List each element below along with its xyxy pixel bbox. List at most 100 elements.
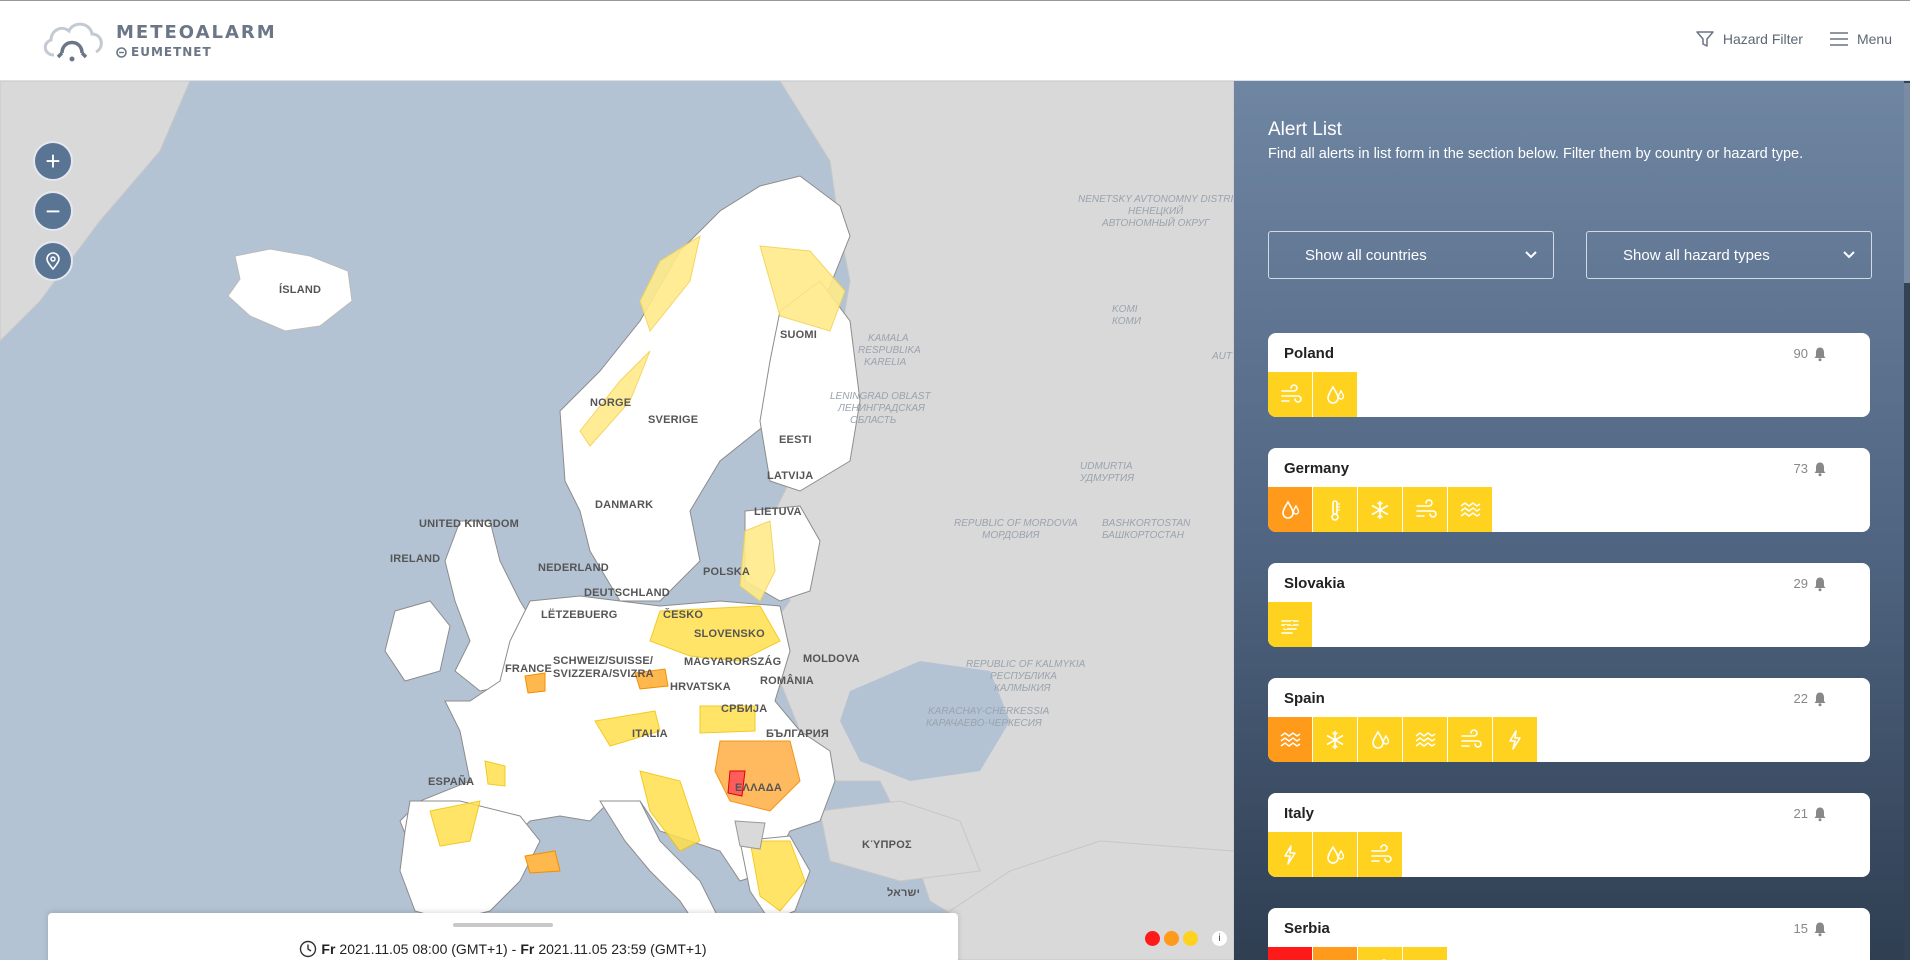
country-card-italy[interactable]: Italy 21	[1268, 793, 1870, 877]
hazard-icons	[1268, 947, 1448, 960]
alert-map[interactable]: ÍSLAND NORGE SVERIGE SUOMI EESTI LATVIJA…	[0, 81, 1234, 960]
faint-label-karachay-2: КАРАЧАЕВО-ЧЕРКЕСИЯ	[926, 718, 1042, 729]
label-schweiz-1: SCHWEIZ/SUISSE/	[553, 655, 654, 667]
alert-list-title: Alert List	[1268, 119, 1342, 140]
label-cesko: ČESKO	[663, 609, 704, 621]
country-card-spain[interactable]: Spain 22	[1268, 678, 1870, 762]
coastal-warning-icon[interactable]	[1268, 717, 1313, 762]
time-range-bar[interactable]: Fr 2021.11.05 08:00 (GMT+1) - Fr 2021.11…	[48, 913, 958, 960]
faint-label-nenets-1: NENETSKY AVTONOMNY DISTRICT	[1078, 194, 1234, 205]
hazard-icons	[1268, 602, 1313, 647]
hazard-icons	[1268, 832, 1403, 877]
country-name: Serbia	[1284, 920, 1330, 937]
hamburger-icon	[1829, 32, 1848, 46]
rain-warning-icon[interactable]	[1268, 947, 1313, 960]
scrollbar-thumb[interactable]	[1904, 83, 1910, 283]
bell-icon	[1814, 692, 1826, 707]
wind-warning-icon[interactable]	[1268, 372, 1313, 417]
faint-label-nenets-3: АВТОНОМНЫЙ ОКРУГ	[1102, 218, 1210, 229]
label-moldova: MOLDOVA	[803, 653, 860, 665]
country-card-germany[interactable]: Germany 73	[1268, 448, 1870, 532]
zoom-in-button[interactable]: +	[33, 141, 73, 181]
label-eesti: EESTI	[779, 434, 812, 446]
to-time: 2021.11.05 23:59 (GMT+1)	[538, 941, 707, 957]
snow-ice-warning-icon[interactable]	[1358, 487, 1403, 532]
time-bar-handle[interactable]	[453, 923, 553, 927]
label-italia: ITALIA	[632, 728, 668, 740]
label-israel: ישראל	[887, 887, 921, 899]
zoom-out-button[interactable]: −	[33, 191, 73, 231]
alert-count: 73	[1793, 461, 1808, 476]
wind-warning-icon[interactable]	[1358, 832, 1403, 877]
thunderstorm-warning-icon[interactable]	[1268, 832, 1313, 877]
clock-icon	[300, 940, 317, 958]
country-name: Italy	[1284, 805, 1315, 822]
label-lietuva: LIETUVA	[754, 506, 802, 518]
alert-count: 15	[1793, 921, 1808, 936]
hazard-filter-button[interactable]: Hazard Filter	[1695, 29, 1803, 49]
country-card-serbia[interactable]: Serbia 15	[1268, 908, 1870, 960]
country-name: Slovakia	[1284, 575, 1345, 592]
label-latvija: LATVIJA	[767, 470, 814, 482]
faint-label-bashkortostan-2: БАШКОРТОСТАН	[1102, 530, 1184, 541]
country-name: Spain	[1284, 690, 1325, 707]
menu-button[interactable]: Menu	[1829, 31, 1892, 47]
wind-warning-icon[interactable]	[1448, 717, 1493, 762]
hazard-icons	[1268, 487, 1493, 532]
eumetnet-icon	[116, 46, 127, 58]
label-united-kingdom: UNITED KINGDOM	[419, 518, 519, 530]
logo-title: METEOALARM	[116, 22, 277, 43]
faint-label-leningrad-2: ЛЕНИНГРАДСКАЯ	[838, 403, 925, 414]
country-card-slovakia[interactable]: Slovakia 29	[1268, 563, 1870, 647]
temperature-warning-icon[interactable]	[1313, 487, 1358, 532]
wind-warning-icon[interactable]	[1403, 487, 1448, 532]
label-romania: ROMÂNIA	[760, 675, 814, 687]
panel-scrollbar[interactable]	[1904, 81, 1910, 960]
alert-list-panel: Alert List Find all alerts in list form …	[1234, 81, 1910, 960]
warning-legend[interactable]: i	[1145, 931, 1227, 946]
bell-icon	[1814, 807, 1826, 822]
from-day: Fr	[321, 941, 336, 957]
time-range-text: Fr 2021.11.05 08:00 (GMT+1) - Fr 2021.11…	[48, 940, 958, 958]
coastal-warning-icon[interactable]	[1403, 947, 1448, 960]
label-bulgaria: БЪЛГАРИЯ	[766, 728, 830, 740]
label-danmark: DANMARK	[595, 499, 654, 511]
map-canvas	[0, 81, 1234, 960]
label-schweiz-2: SVIZZERA/SVIZRA	[553, 668, 654, 680]
filter-icon	[1696, 31, 1714, 47]
country-card-poland[interactable]: Poland 90	[1268, 333, 1870, 417]
faint-label-udmurtia-2: УДМУРТИЯ	[1080, 473, 1135, 484]
label-sverige: SVERIGE	[648, 414, 699, 426]
rain-warning-icon[interactable]	[1313, 832, 1358, 877]
rain-warning-icon[interactable]	[1313, 372, 1358, 417]
menu-label: Menu	[1856, 31, 1892, 47]
label-hrvatska: HRVATSKA	[670, 681, 731, 693]
meteoalarm-logo[interactable]: METEOALARM EUMETNET	[40, 19, 277, 63]
locate-button[interactable]	[33, 241, 73, 281]
coastal-warning-icon[interactable]	[1448, 487, 1493, 532]
rain-warning-icon[interactable]	[1313, 947, 1358, 960]
label-nederland: NEDERLAND	[538, 562, 609, 574]
chevron-down-icon	[1525, 251, 1537, 259]
to-day: Fr	[520, 941, 535, 957]
rain-warning-icon[interactable]	[1358, 717, 1403, 762]
label-magyarorszag: MAGYARORSZÁG	[684, 656, 782, 668]
hazard-type-dropdown[interactable]: Show all hazard types	[1586, 231, 1872, 279]
fog-warning-icon[interactable]	[1268, 602, 1313, 647]
country-dropdown[interactable]: Show all countries	[1268, 231, 1554, 279]
thunderstorm-warning-icon[interactable]	[1493, 717, 1538, 762]
faint-label-bashkortostan-1: BASHKORTOSTAN	[1102, 518, 1191, 529]
legend-info-button[interactable]: i	[1212, 931, 1227, 946]
faint-label-karelia-1: KAMALA	[868, 333, 909, 344]
faint-label-karachay-1: KARACHAY-CHERKESSIA	[928, 706, 1050, 717]
top-header: METEOALARM EUMETNET Hazard Filter Menu	[0, 0, 1910, 81]
chevron-down-icon	[1843, 251, 1855, 259]
coastal-warning-icon[interactable]	[1403, 717, 1448, 762]
snow-ice-warning-icon[interactable]	[1313, 717, 1358, 762]
faint-label-aut: AUT	[1212, 351, 1232, 362]
alert-count: 29	[1793, 576, 1808, 591]
faint-label-komi-2: КОМИ	[1112, 316, 1142, 327]
wind-warning-icon[interactable]	[1358, 947, 1403, 960]
label-france: FRANCE	[505, 663, 553, 675]
rain-warning-icon[interactable]	[1268, 487, 1313, 532]
